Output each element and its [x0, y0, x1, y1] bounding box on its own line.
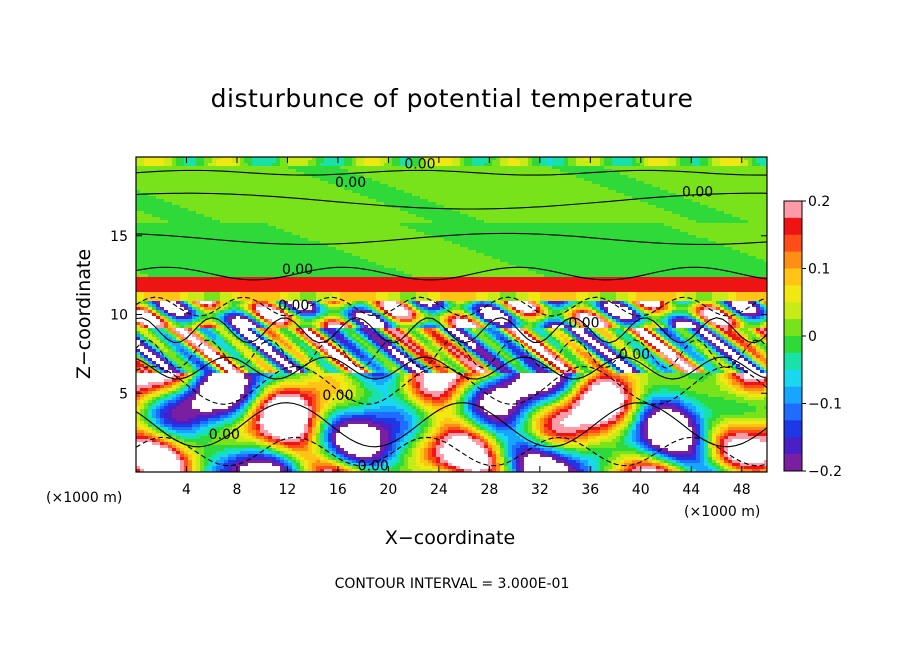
- x-tick-label: 20: [379, 482, 397, 498]
- contour-line: [136, 192, 767, 210]
- x-tick-label: 12: [279, 482, 297, 498]
- contour-label: 0.00: [209, 427, 240, 443]
- x-tick-label: 48: [733, 482, 751, 498]
- x-tick-label: 24: [430, 482, 448, 498]
- x-tick-label: 8: [232, 482, 241, 498]
- x-tick-label: 44: [682, 482, 700, 498]
- contour-label: 0.00: [278, 298, 309, 314]
- y-tick-label: 15: [110, 229, 128, 245]
- x-tick-label: 28: [480, 482, 498, 498]
- contour-line: [136, 365, 767, 405]
- colorbar-swatch: [784, 437, 802, 455]
- colorbar-tick-label: −0.2: [808, 464, 842, 480]
- contour-label: 0.00: [568, 315, 599, 331]
- chart-title: disturbunce of potential temperature: [210, 84, 694, 113]
- colorbar-swatch: [784, 403, 802, 421]
- colorbar-swatch: [784, 369, 802, 387]
- colorbar-swatch: [784, 201, 802, 219]
- colorbar-swatch: [784, 251, 802, 269]
- x-unit-label-right: (×1000 m): [684, 504, 761, 520]
- colorbar-swatch: [784, 217, 802, 236]
- heatmap-field: [136, 157, 767, 472]
- x-tick-label: 16: [329, 482, 347, 498]
- contour-line: [136, 339, 767, 369]
- x-tick-label: 40: [632, 482, 650, 498]
- contour-line: [136, 296, 767, 317]
- contour-label: 0.00: [335, 175, 366, 191]
- contour-label: 0.00: [619, 347, 650, 363]
- colorbar-swatch: [784, 234, 802, 252]
- x-axis-label: X−coordinate: [384, 527, 516, 549]
- colorbar-swatch: [784, 268, 802, 286]
- colorbar-swatch: [784, 386, 802, 404]
- colorbar-swatch: [784, 352, 802, 371]
- x-tick-label: 36: [581, 482, 599, 498]
- contour-labels: 0.00 0.00 0.00 0.00 0.00 0.00 0.00 0.00 0.00 0.00: [209, 156, 713, 474]
- contour-line: [136, 169, 767, 176]
- contour-line: [136, 232, 767, 245]
- colorbar-swatch: [784, 302, 802, 320]
- contour-interval-note: CONTOUR INTERVAL = 3.000E-01: [334, 576, 570, 592]
- y-tick-label: 5: [119, 386, 128, 402]
- contour-line: [136, 317, 767, 344]
- y-tick-label: 10: [110, 308, 128, 324]
- contour-label: 0.00: [322, 388, 353, 404]
- contour-lines: [136, 169, 767, 467]
- contour-label: 0.00: [404, 156, 435, 172]
- colorbar: 0.2 0.1 0 −0.1 −0.2: [783, 194, 842, 480]
- colorbar-tick-label: −0.1: [808, 397, 842, 413]
- x-axis-ticks: 4 8 12 16 20 24 28 32 36 40 44 48: [182, 157, 751, 498]
- x-tick-label: 32: [531, 482, 549, 498]
- colorbar-tick-label: 0.1: [808, 262, 830, 278]
- colorbar-swatch: [784, 454, 802, 472]
- contour-label: 0.00: [682, 185, 713, 201]
- colorbar-tick-label: 0: [808, 329, 817, 345]
- contour-line: [136, 402, 767, 448]
- contour-label: 0.00: [358, 459, 389, 475]
- colorbar-tick-label: 0.2: [808, 194, 830, 210]
- colorbar-swatch: [784, 319, 802, 337]
- colorbar-swatch: [784, 420, 802, 438]
- contour-line: [136, 266, 767, 281]
- colorbar-swatch: [784, 285, 802, 303]
- x-unit-label-left: (×1000 m): [46, 490, 123, 506]
- colorbar-swatch: [784, 336, 802, 354]
- contour-label: 0.00: [282, 262, 313, 278]
- y-axis-ticks: 5 10 15: [110, 229, 767, 402]
- contour-line: [136, 436, 767, 467]
- x-tick-label: 4: [182, 482, 191, 498]
